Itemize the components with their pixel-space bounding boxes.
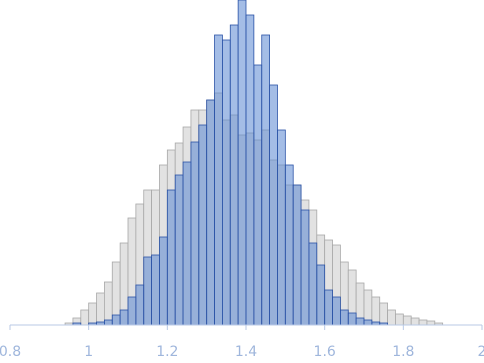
bar (159, 236, 168, 326)
bar (253, 64, 263, 326)
bar (229, 24, 239, 326)
bar (363, 319, 373, 326)
bar (418, 319, 428, 326)
x-tick-label: 1.6 (314, 344, 336, 360)
bar (182, 161, 192, 326)
bar (387, 309, 396, 326)
bar (143, 256, 153, 326)
bar (96, 292, 105, 326)
bar (119, 309, 129, 326)
bar (104, 319, 113, 326)
bar (292, 184, 302, 326)
bar (166, 189, 176, 326)
bar (237, 0, 247, 326)
bar (324, 289, 333, 326)
bar (316, 264, 326, 326)
bar (261, 34, 271, 326)
bar (221, 39, 231, 326)
bar (190, 141, 200, 326)
bar (402, 315, 412, 326)
bar (80, 309, 90, 326)
bar (269, 84, 278, 326)
bar (308, 242, 318, 326)
bar (88, 302, 97, 326)
x-tick-label: 1 (84, 344, 93, 360)
bar (198, 124, 208, 326)
bar (206, 99, 215, 326)
bar (410, 317, 420, 326)
bar (284, 164, 294, 326)
bar (371, 296, 381, 326)
x-tick-label: 1.4 (235, 344, 257, 360)
bar (355, 317, 365, 326)
bar (127, 296, 137, 326)
bar (111, 314, 121, 326)
bar (104, 281, 113, 326)
bar (151, 254, 160, 326)
bar (300, 209, 310, 326)
bar (332, 296, 341, 326)
bar (245, 14, 255, 326)
bar (174, 174, 184, 326)
bar (277, 129, 286, 326)
x-tick-label: 2 (478, 344, 484, 360)
bar (395, 313, 404, 326)
x-tick-label: 0.8 (0, 344, 21, 360)
x-tick-label: 1.8 (392, 344, 414, 360)
bar (426, 320, 436, 326)
bar (339, 309, 349, 326)
bar (214, 34, 223, 326)
bar (347, 312, 357, 326)
x-tick-label: 1.2 (156, 344, 178, 360)
bar (379, 302, 389, 326)
bar (135, 284, 145, 326)
